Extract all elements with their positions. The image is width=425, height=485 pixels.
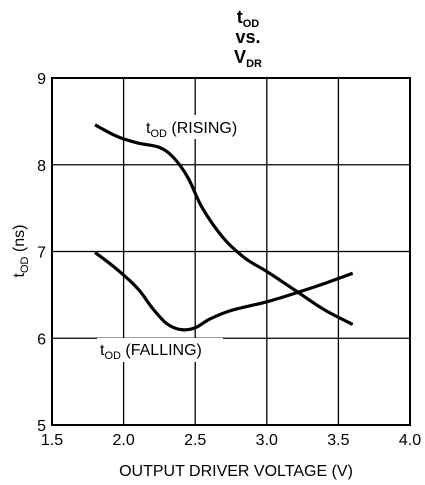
falling-label-background [97, 338, 223, 362]
x-tick-label: 3.5 [327, 432, 349, 449]
y-tick-label: 5 [37, 418, 46, 435]
y-tick-label: 9 [37, 71, 46, 88]
rising-label-subscript: OD [150, 128, 167, 140]
y-tick-labels: 5 6 7 8 9 [37, 71, 46, 435]
rising-series-label: tOD (RISING) [146, 120, 237, 140]
x-axis-label: OUTPUT DRIVER VOLTAGE (V) [119, 463, 353, 480]
chart-title-line3-subscript: DR [246, 58, 262, 70]
falling-label-subscript: OD [104, 350, 121, 362]
series-line-rising [94, 123, 354, 326]
chart-title-line1: tOD [237, 7, 260, 30]
y-axis-label-subscript: OD [19, 256, 31, 273]
falling-label-main: t [100, 342, 105, 359]
x-tick-label: 1.5 [41, 432, 63, 449]
chart-title-main: t [237, 7, 243, 27]
y-axis-label-main: t [11, 272, 28, 277]
plot-frame [51, 77, 411, 426]
x-tick-label: 2.0 [112, 432, 134, 449]
falling-series-label: tOD (FALLING) [100, 342, 202, 362]
chart-title-main-subscript: OD [243, 18, 260, 30]
series-lines [94, 123, 354, 332]
chart-title-line3: VDR [234, 47, 262, 70]
chart-title-line3-main: V [234, 47, 246, 67]
y-tick-label: 8 [37, 158, 46, 175]
rising-label-rest: (RISING) [167, 120, 237, 137]
rising-label-main: t [146, 120, 151, 137]
x-tick-labels: 1.5 2.0 2.5 3.0 3.5 4.0 [41, 432, 421, 449]
y-tick-label: 6 [37, 331, 46, 348]
falling-label-rest: (FALLING) [121, 342, 202, 359]
x-tick-label: 3.0 [256, 432, 278, 449]
y-axis-label-rest: (ns) [11, 225, 28, 257]
chart-title-line2: vs. [235, 27, 260, 47]
y-tick-label: 7 [37, 245, 46, 262]
x-tick-label: 4.0 [399, 432, 421, 449]
y-axis-label: tOD (ns) [11, 225, 31, 278]
series-line-falling [94, 251, 354, 332]
rising-label-background [143, 115, 261, 139]
x-tick-label: 2.5 [184, 432, 206, 449]
